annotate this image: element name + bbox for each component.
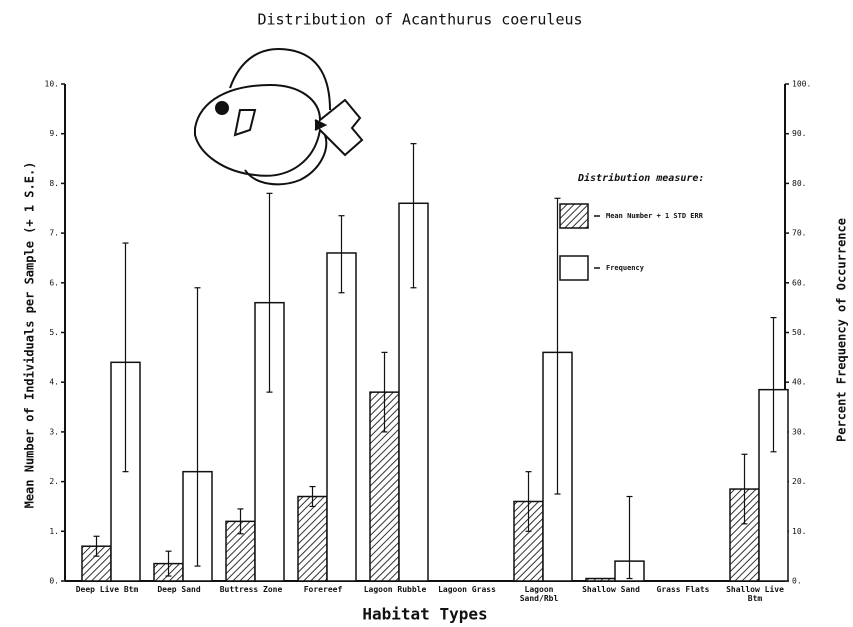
x-tick-label: Lagoon Grass [435,585,499,594]
y2-tick-label: 30. [792,427,806,436]
y2-tick-label: 50. [792,328,806,337]
bar [327,253,356,581]
y-tick-label: 3. [49,427,59,436]
y-tick-label: 8. [49,179,59,188]
y2-tick-label: 40. [792,378,806,387]
x-tick-label: Grass Flats [651,585,715,594]
y2-tick-label: 20. [792,477,806,486]
x-tick-label: Shallow Sand [579,585,643,594]
fish-illustration [195,49,362,184]
x-tick-label: Deep Sand [147,585,211,594]
y-tick-label: 10. [45,80,59,89]
y2-tick-label: 0. [792,577,802,586]
legend-label: Mean Number + 1 STD ERR [606,212,704,220]
y2-tick-label: 60. [792,278,806,287]
y-axis-title: Mean Number of Individuals per Sample (+… [23,162,37,509]
x-tick-label: Forereef [291,585,355,594]
y-tick-label: 4. [49,378,59,387]
y2-tick-label: 70. [792,229,806,238]
y-tick-label: 6. [49,278,59,287]
bar [586,579,615,581]
y-tick-label: 5. [49,328,59,337]
y2-tick-label: 100. [792,80,811,89]
y2-tick-label: 90. [792,129,806,138]
chart-title: Distribution of Acanthurus coeruleus [257,11,582,29]
y-tick-label: 9. [49,129,59,138]
y2-tick-label: 10. [792,527,806,536]
y2-axis-title: Percent Frequency of Occurrence [835,218,849,442]
x-tick-label: Lagoon Sand/Rbl [507,585,571,603]
legend-swatch [560,204,588,228]
y-tick-label: 2. [49,477,59,486]
y-tick-label: 1. [49,527,59,536]
x-tick-label: Deep Live Btm [75,585,139,594]
x-tick-label: Shallow Live Btm [723,585,787,603]
y-tick-label: 0. [49,577,59,586]
x-tick-label: Lagoon Rubble [363,585,427,594]
bar [298,497,327,581]
legend-swatch [560,256,588,280]
x-tick-label: Buttress Zone [219,585,283,594]
legend-label: Frequency [606,264,645,272]
y-tick-label: 7. [49,229,59,238]
y2-tick-label: 80. [792,179,806,188]
legend-title: Distribution measure: [577,172,704,184]
chart: Distribution of Acanthurus coeruleus Mea… [0,0,853,627]
x-axis-title: Habitat Types [362,605,487,624]
page: Distribution of Acanthurus coeruleus Mea… [0,0,853,627]
